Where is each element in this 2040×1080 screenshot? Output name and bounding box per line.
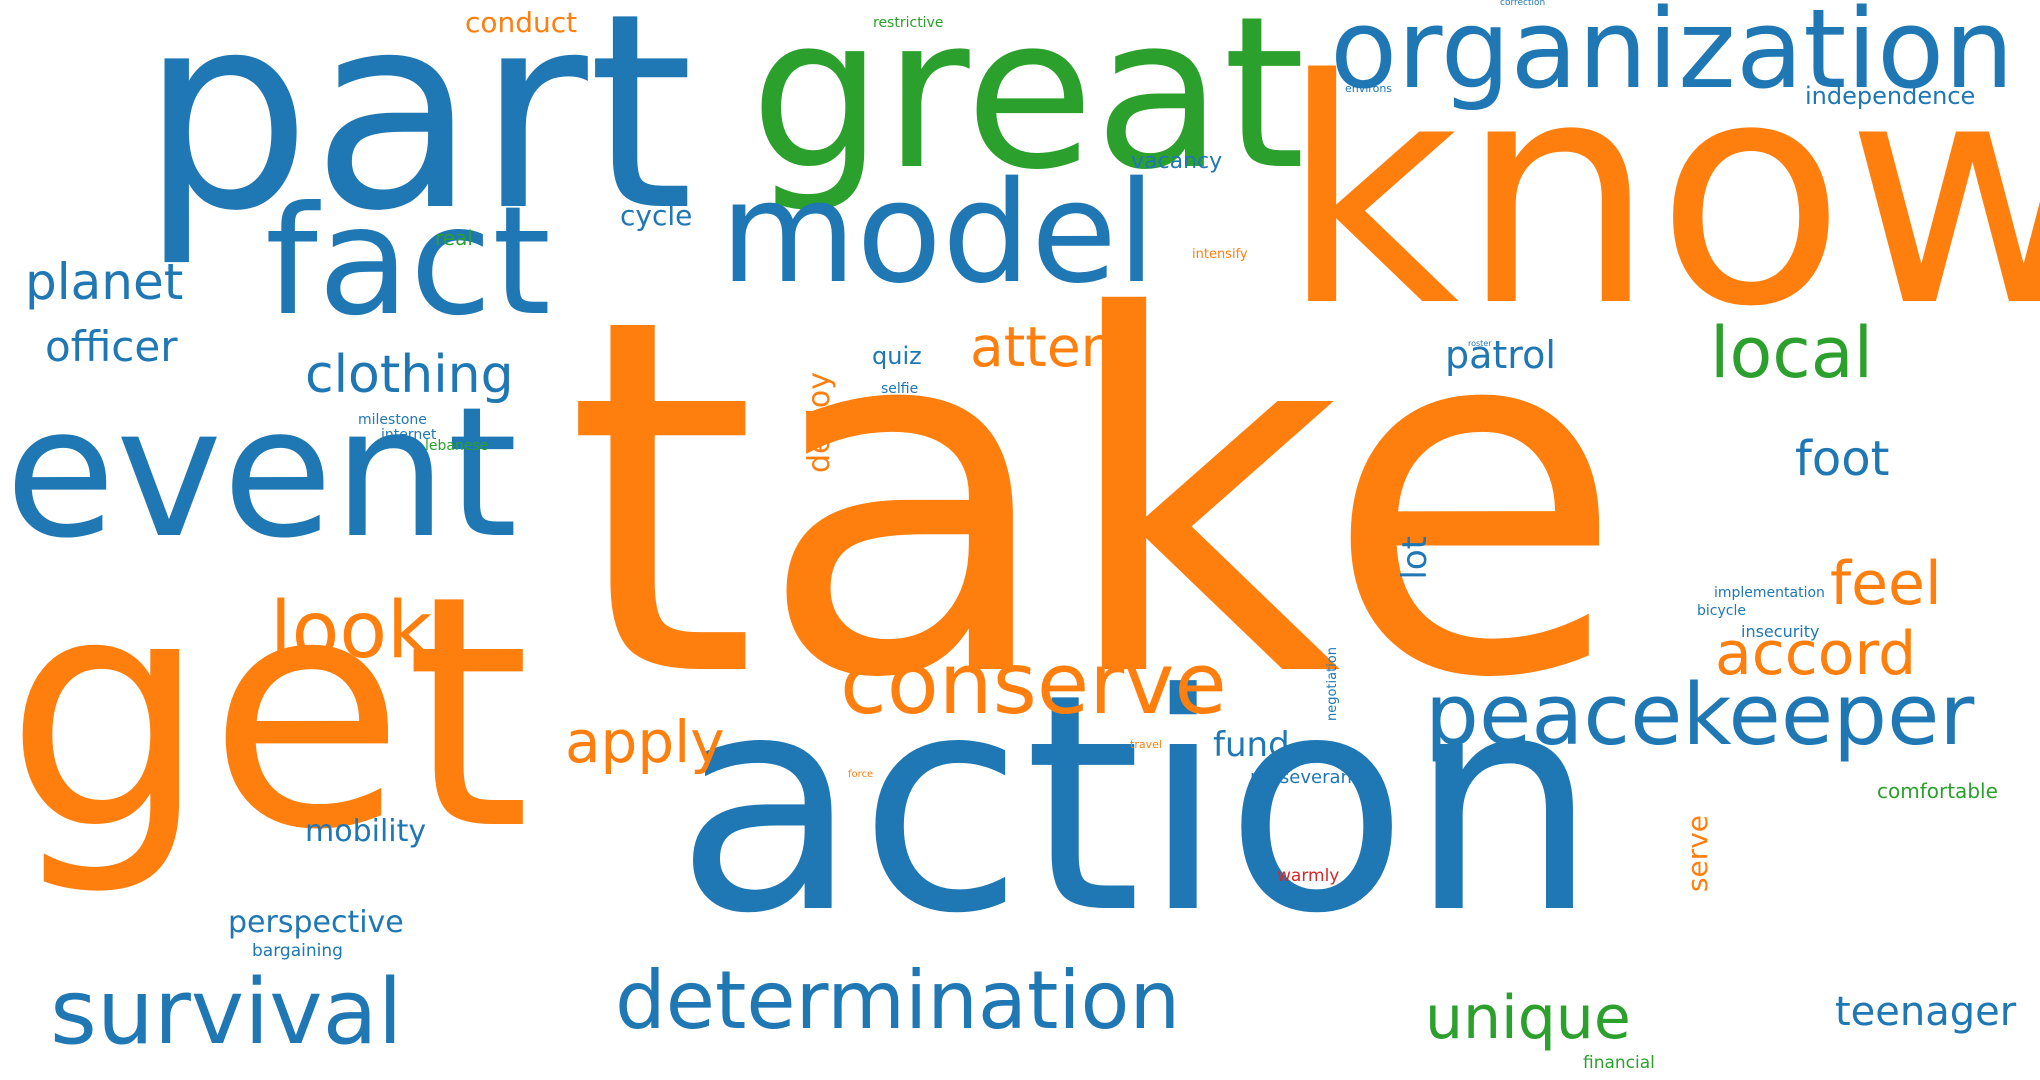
word-cycle: cycle xyxy=(620,199,693,232)
word-determination: determination xyxy=(615,954,1181,1047)
word-bicycle: bicycle xyxy=(1697,603,1746,619)
word-look: look xyxy=(270,586,433,676)
word-selfie: selfie xyxy=(881,381,919,397)
word-environs: environs xyxy=(1345,82,1393,95)
word-fact: fact xyxy=(265,175,552,349)
word-part: part xyxy=(140,0,694,270)
word-officer: officer xyxy=(45,322,178,371)
word-model: model xyxy=(720,152,1156,315)
word-negotiation: negotiation xyxy=(1325,647,1340,722)
word-peacekeeper: peacekeeper xyxy=(1425,666,1975,765)
word-organization: organization xyxy=(1330,0,2014,113)
word-force: force xyxy=(848,769,874,780)
word-real: real xyxy=(435,226,473,250)
word-apply: apply xyxy=(565,708,725,776)
word-accord: accord xyxy=(1715,619,1917,689)
word-bargaining: bargaining xyxy=(252,941,343,961)
word-patrol: patrol xyxy=(1445,333,1556,377)
word-get: get xyxy=(5,528,531,900)
word-foot: foot xyxy=(1795,431,1890,487)
word-serve: serve xyxy=(1681,815,1714,893)
word-correction: correction xyxy=(1500,0,1546,8)
word-survival: survival xyxy=(50,960,403,1065)
word-local: local xyxy=(1710,312,1874,394)
word-roster: roster xyxy=(1468,339,1492,348)
word-internet: internet xyxy=(381,427,437,443)
word-lot: lot xyxy=(1395,536,1435,580)
word-take: take xyxy=(565,214,1626,785)
word-milestone: milestone xyxy=(358,412,427,428)
word-fund: fund xyxy=(1213,725,1290,765)
word-clothing: clothing xyxy=(305,345,514,405)
word-lebanese: lebanese xyxy=(425,438,489,454)
word-restrictive: restrictive xyxy=(873,15,944,31)
word-conduct: conduct xyxy=(465,6,578,39)
word-comfortable: comfortable xyxy=(1877,779,1998,803)
word-vacancy: vacancy xyxy=(1131,149,1223,174)
word-insecurity: insecurity xyxy=(1741,622,1820,641)
word-intensify: intensify xyxy=(1192,247,1248,262)
word-quiz: quiz xyxy=(872,342,922,370)
word-mobility: mobility xyxy=(305,814,427,849)
word-unique: unique xyxy=(1425,983,1631,1053)
word-perseverance: perseverance xyxy=(1250,767,1373,788)
word-feel: feel xyxy=(1830,549,1942,619)
word-independence: independence xyxy=(1805,82,1976,110)
word-teenager: teenager xyxy=(1835,989,2017,1035)
word-event: event xyxy=(5,369,518,578)
word-implementation: implementation xyxy=(1714,585,1825,601)
word-know: know xyxy=(1280,14,2040,375)
word-deploy: deploy xyxy=(802,372,837,473)
word-planet: planet xyxy=(25,253,184,311)
word-perspective: perspective xyxy=(228,905,404,940)
word-warmly: warmly xyxy=(1277,866,1340,886)
word-financial: financial xyxy=(1583,1053,1655,1073)
word-conserve: conserve xyxy=(840,635,1227,734)
word-great: great xyxy=(750,0,1306,216)
word-travel: travel xyxy=(1130,738,1162,751)
word-attend: attend xyxy=(970,315,1151,379)
